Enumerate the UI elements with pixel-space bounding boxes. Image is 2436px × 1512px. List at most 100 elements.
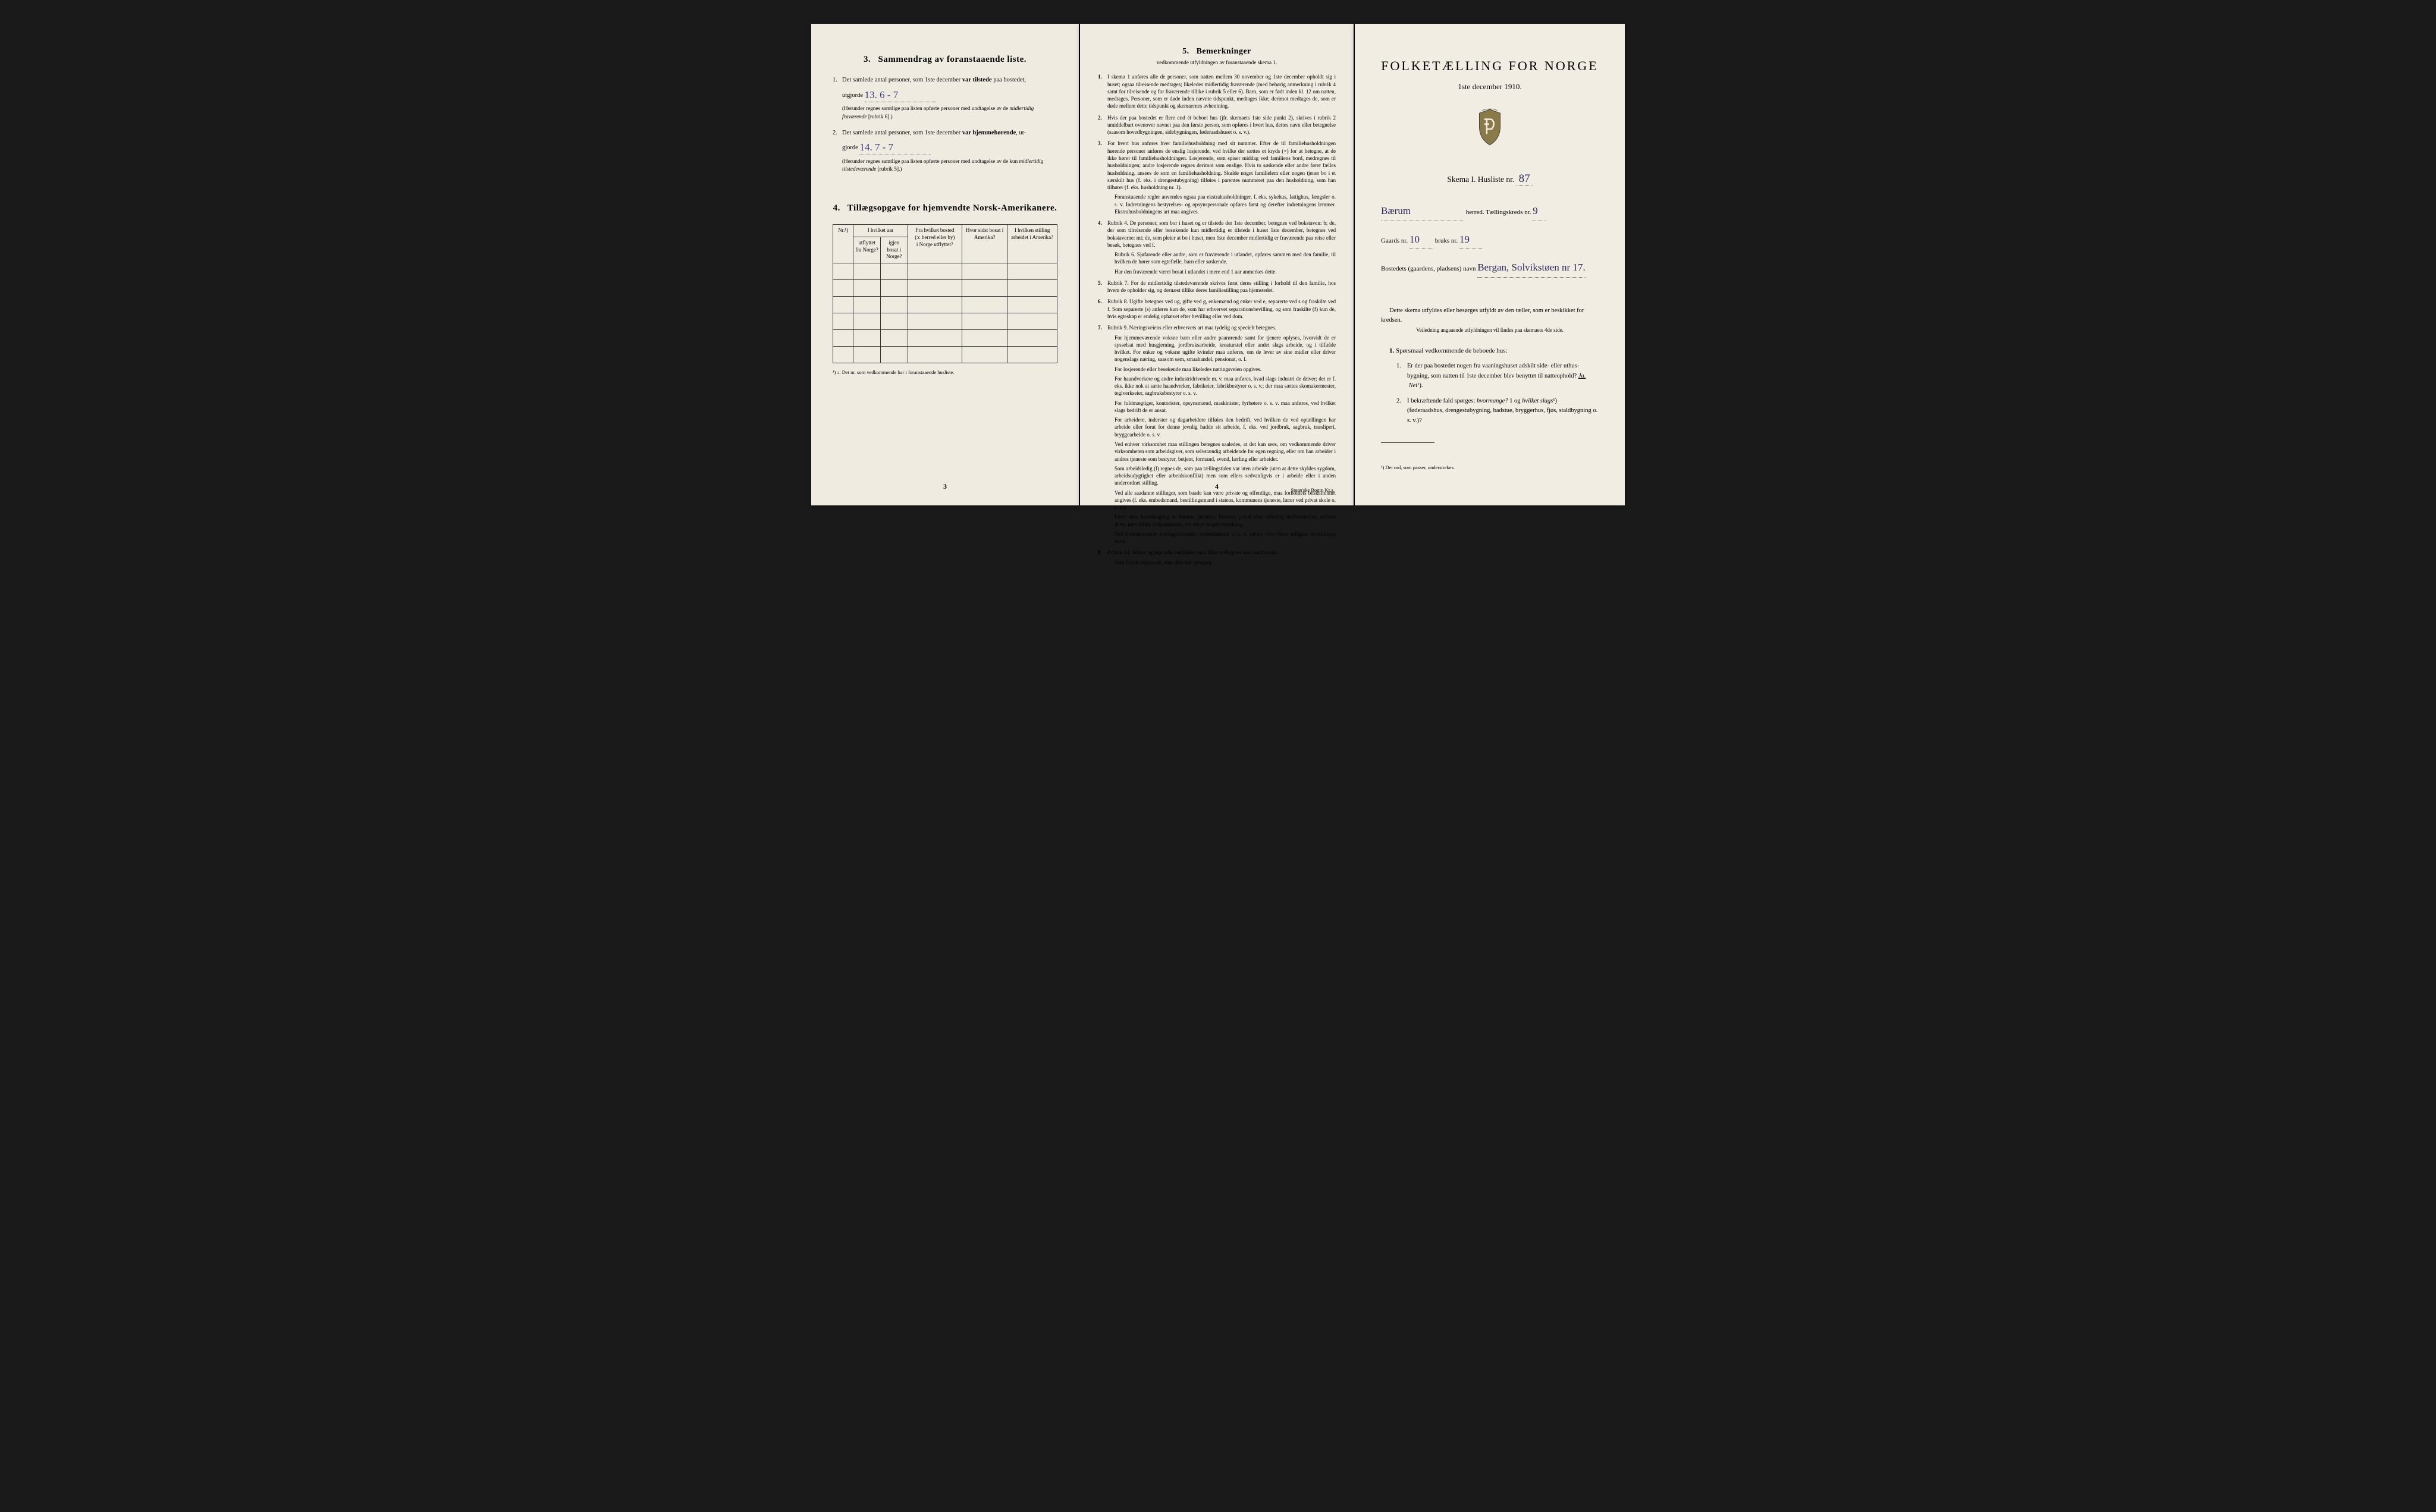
q2-hw: 1 [1509,398,1512,404]
instruction-1: Dette skema utfyldes eller besørges utfy… [1381,306,1599,325]
note-para: For losjerende eller besøkende maa likel… [1115,366,1336,373]
note-sub: Rubrik 6. Sjøfarende eller andre, som er… [1115,251,1336,266]
question-2: 2. I bekræftende fald spørges: hvormange… [1396,397,1599,426]
note-item: 7.Rubrik 9. Næringsveiens eller erhverve… [1098,324,1336,545]
q-num: 2. [1396,397,1407,426]
q1-text: Er der paa bostedet nogen fra vaaningshu… [1407,363,1579,379]
page-number: 3 [943,482,947,491]
q-head-num: 1. [1389,347,1394,354]
husliste-nr-hw: 87 [1517,172,1533,186]
instruction-2: Veiledning angaaende utfyldningen vil fi… [1381,327,1599,333]
bruks-hw: 19 [1459,234,1470,245]
herred-suffix: herred. Tællingskreds nr. [1466,209,1531,216]
note-text: Rubrik 4. De personer, som bor i huset o… [1107,219,1336,275]
section-5-subhead: vedkommende utfyldningen av foranstaaend… [1098,59,1336,66]
col-from: Fra hvilket bosted (ɔ: herred eller by) … [908,225,962,263]
section-3-heading: 3. Sammendrag av foranstaaende liste. [833,55,1057,65]
note-sub: Foranstaaende regler anvendes ogsaa paa … [1115,193,1336,215]
publisher-imprint: Steen'ske Bogtr. Kr.a. [1291,487,1335,493]
col-year-out: utflyttet fra Norge? [853,237,881,263]
q2-b: og [1514,398,1522,404]
q-head-text: Spørsmaal vedkommende de beboede hus: [1396,347,1508,354]
q1-sup: ¹). [1417,382,1423,389]
gaards-label: Gaards nr. [1381,237,1408,244]
note-item: 2.Hvis der paa bostedet er flere end ét … [1098,114,1336,136]
col-nr: Nr.¹) [833,225,853,263]
note-para: Ved forhenværende næringsdrivende, embed… [1115,530,1336,545]
text-a: Det samlede antal personer, som 1ste dec… [842,130,962,136]
census-date: 1ste december 1910. [1381,82,1599,92]
gaards-hw: 10 [1410,234,1420,245]
emigrant-table: Nr.¹) I hvilket aar Fra hvilket bosted (… [833,224,1057,363]
document-spread: 3. Sammendrag av foranstaaende liste. 1.… [811,24,1625,505]
q-num: 1. [1396,362,1407,391]
note-para: Lever man hovedsagelig av formue, pensio… [1115,513,1336,528]
note-item: 5.Rubrik 7. For de midlertidig tilstedev… [1098,279,1336,294]
sub-e: [rubrik 6].) [867,114,893,120]
note-text: For hvert hus anføres hver familiehushol… [1107,140,1336,215]
sub-e: [rubrik 5].) [876,166,902,172]
footnote-text: ¹) Det ord, som passer, understrekes. [1381,464,1455,470]
note-text: Rubrik 8. Ugifte betegnes ved ug, gifte … [1107,298,1336,320]
c3c: i Norge utflyttet? [916,241,953,247]
note-num: 3. [1098,140,1107,215]
text-a: Det samlede antal personer, som 1ste dec… [842,77,962,83]
gaards-row: Gaards nr. 10 bruks nr. 19 [1381,231,1599,250]
note-text: Rubrik 14. Sinker og lignende aandsløve … [1107,549,1336,566]
question-heading: 1. Spørsmaal vedkommende de beboede hus: [1381,347,1599,354]
section-4-title: Tillægsopgave for hjemvendte Norsk-Ameri… [847,203,1057,213]
herred-hw: Bærum [1381,205,1411,216]
text-b: var hjemmehørende [962,130,1016,136]
col-where: Hvor sidst bosat i Amerika? [962,225,1007,263]
note-para: Som arbeidsledig (l) regnes de, som paa … [1115,465,1336,487]
note-item: 8.Rubrik 14. Sinker og lignende aandsløv… [1098,549,1336,566]
page-3-summary: 3. Sammendrag av foranstaaende liste. 1.… [811,24,1079,505]
separator-line [1381,442,1434,443]
line2a: gjorde [842,144,858,151]
line2a: utgjorde [842,92,863,99]
table-row [833,279,1057,296]
note-para: For arbeidere, inderster og dagarbeidere… [1115,416,1336,438]
q-text: Er der paa bostedet nogen fra vaaningshu… [1407,362,1599,391]
bosted-row: Bostedets (gaardens, pladsens) navn Berg… [1381,259,1599,278]
q-text: I bekræftende fald spørges: hvormange? 1… [1407,397,1599,426]
note-text: Rubrik 9. Næringsveiens eller erhvervets… [1107,324,1336,545]
col-year-group: I hvilket aar [853,225,908,237]
coat-of-arms-icon [1381,108,1599,146]
skema-label: Skema I. Husliste nr. [1447,175,1514,184]
summary-item-2: 2. Det samlede antal personer, som 1ste … [833,128,1057,155]
c3a: Fra hvilket bosted [915,227,954,233]
sub-a: (Herunder regnes samtlige paa listen opf… [842,105,1009,111]
note-sub: Har den fraværende været bosat i utlande… [1115,268,1336,275]
table-row [833,263,1057,279]
note-num: 6. [1098,298,1107,320]
section-4-num: 4. [833,203,840,213]
kreds-hw: 9 [1533,205,1538,216]
item-num: 1. [833,76,842,102]
note-num: 1. [1098,73,1107,109]
note-para: For haandverkere og andre industridriven… [1115,375,1336,397]
sub-note-2: (Herunder regnes samtlige paa listen opf… [842,158,1057,174]
text-c: , ut- [1016,130,1026,136]
table-body [833,263,1057,363]
note-num: 7. [1098,324,1107,545]
sub-a: (Herunder regnes samtlige paa listen opf… [842,158,1019,164]
summary-items: 1. Det samlede antal personer, som 1ste … [833,76,1057,174]
table-row [833,346,1057,363]
table-head: Nr.¹) I hvilket aar Fra hvilket bosted (… [833,225,1057,263]
note-text: I skema 1 anføres alle de personer, som … [1107,73,1336,109]
skema-line: Skema I. Husliste nr. 87 [1381,172,1599,186]
summary-item-1: 1. Det samlede antal personer, som 1ste … [833,76,1057,102]
q2-sup: ¹) [1553,398,1557,404]
footnote: ¹) Det ord, som passer, understrekes. [1381,464,1599,470]
note-num: 8. [1098,549,1107,566]
note-sub: Som blinde regnes de, som ikke har gangs… [1115,559,1336,566]
bosted-label: Bostedets (gaardens, pladsens) navn [1381,265,1476,272]
note-num: 5. [1098,279,1107,294]
table-row [833,296,1057,313]
note-para: Ved enhver virksomhet maa stillingen bet… [1115,441,1336,463]
section-4-heading: 4. Tillægsopgave for hjemvendte Norsk-Am… [833,203,1057,213]
note-num: 2. [1098,114,1107,136]
q1-ja: Ja. [1578,373,1586,379]
bruks-label: bruks nr. [1435,237,1458,244]
